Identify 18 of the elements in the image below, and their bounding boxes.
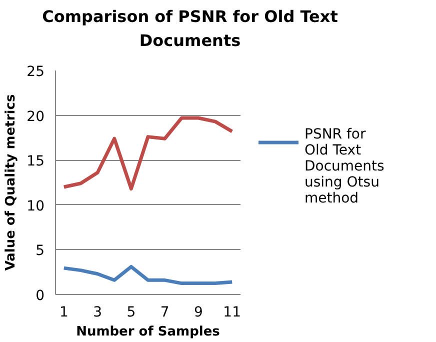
chart-title: Comparison of PSNR for Old Text Documents <box>41 6 339 52</box>
y-tick-label: 5 <box>36 243 45 260</box>
legend-label: PSNR for Old Text Documents using Otsu method <box>304 126 384 206</box>
y-axis-title: Value of Quality metrics <box>4 94 19 271</box>
x-tick-label: 9 <box>194 304 203 320</box>
x-tick-label: 5 <box>126 304 136 320</box>
y-tick-label: 25 <box>26 64 45 80</box>
x-tick-label: 11 <box>223 304 242 320</box>
y-tick-label: 10 <box>26 198 45 214</box>
x-tick-label: 1 <box>59 304 68 320</box>
line-series <box>62 116 234 191</box>
x-axis-title: Number of Samples <box>76 324 220 340</box>
y-tick-label: 15 <box>26 154 45 170</box>
line-series <box>62 264 234 286</box>
y-tick-label: 20 <box>26 108 45 125</box>
x-tick-label: 3 <box>93 304 102 320</box>
x-tick-label: 7 <box>160 304 170 320</box>
y-tick-label: 0 <box>36 288 45 304</box>
